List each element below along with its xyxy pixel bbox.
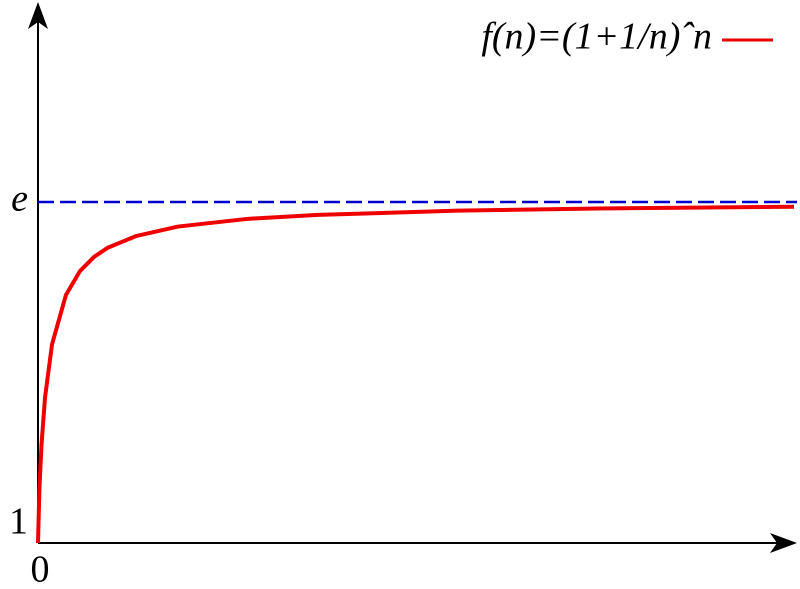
y-axis-arrow — [28, 2, 48, 29]
x-axis-arrow — [770, 533, 797, 553]
x-tick-label: 0 — [31, 549, 50, 589]
y-tick-label: e — [11, 178, 28, 220]
legend-label: f(n)=(1+1/n)ˆn — [481, 16, 712, 58]
line-series — [36, 204, 795, 544]
y-tick-label: 1 — [9, 501, 28, 543]
